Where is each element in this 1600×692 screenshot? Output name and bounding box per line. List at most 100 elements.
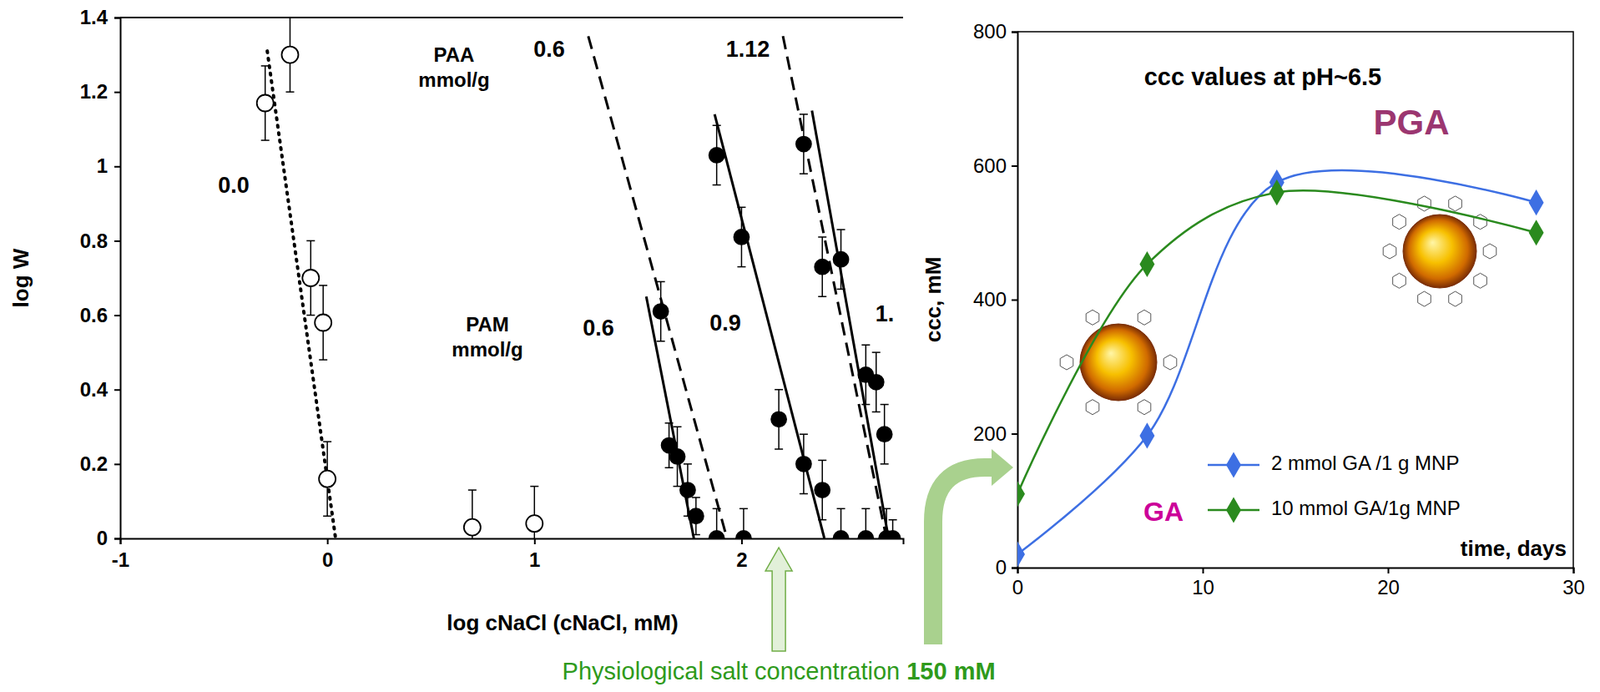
legend: 2 mmol GA /1 g MNP10 mmol GA/1g MNP (1207, 451, 1461, 523)
x-tick-mark (741, 538, 743, 545)
y-tick: 0 (995, 555, 1018, 579)
x-tick-label: 1 (529, 548, 541, 571)
data-point (771, 411, 787, 427)
data-point (1017, 540, 1025, 567)
x-tick-label: 30 (1562, 575, 1585, 599)
data-point (833, 530, 849, 539)
error-bar-cap (817, 459, 827, 462)
y-axis: 00.20.40.60.811.21.4 (80, 5, 122, 550)
error-bar-cap (888, 519, 898, 521)
error-bar-cap (861, 508, 870, 510)
reference-text: Physiological salt concentration (562, 657, 901, 685)
y-tick-label: 1.2 (80, 80, 108, 103)
line-label: 1.12 (726, 36, 771, 62)
error-bar-cap (656, 340, 666, 343)
group-label-line: PAA (434, 43, 475, 66)
error-bar-cap (880, 463, 889, 465)
y-tick-label: 600 (973, 154, 1007, 177)
y-tick-mark (114, 538, 121, 541)
y-tick-mark (114, 388, 121, 391)
left-chart: -101200.20.40.60.811.21.4log cNaCl (cNaC… (8, 5, 904, 636)
data-point (733, 229, 749, 245)
connector-arrow-head (991, 449, 1014, 486)
annotation: PGA (1372, 102, 1449, 142)
error-bar-cap (872, 411, 881, 414)
data-point (670, 449, 686, 465)
x-tick: 20 (1377, 567, 1400, 599)
error-bar-cap (323, 515, 332, 518)
x-tick-label: 2 (736, 548, 748, 571)
legend-label: 2 mmol GA /1 g MNP (1271, 451, 1459, 475)
y-tick-label: 800 (973, 20, 1007, 43)
x-tick-label: 0 (1012, 575, 1024, 599)
data-point (1529, 219, 1545, 246)
error-bar-cap (861, 403, 870, 406)
error-bar-cap (683, 463, 692, 465)
error-bar-cap (837, 288, 846, 291)
y-tick-mark (1011, 165, 1018, 167)
line-label: 0.0 (217, 172, 250, 198)
molecule-ring (1418, 196, 1432, 212)
nanoparticle (1403, 214, 1477, 288)
x-tick-mark (534, 538, 536, 545)
x-tick-label: 0 (322, 548, 334, 571)
y-tick-label: 0.4 (80, 378, 109, 401)
data-point (1017, 480, 1025, 507)
data-point (877, 426, 893, 442)
y-axis-title: ccc, mM (920, 257, 946, 344)
group-label-line: mmol/g (451, 338, 523, 361)
x-tick: 0 (1012, 567, 1024, 599)
error-bar-cap (318, 358, 328, 361)
line-label: 0.6 (533, 36, 566, 62)
error-bar-cap (318, 284, 328, 287)
data-point (709, 147, 725, 163)
molecule-ring (1059, 354, 1074, 370)
y-tick-label: 0.6 (80, 303, 108, 327)
molecule-ring (1418, 291, 1432, 307)
y-tick-mark (114, 17, 121, 20)
y-axis-line (1011, 32, 1019, 569)
y-tick-mark (114, 463, 121, 465)
x-tick: -1 (111, 538, 130, 571)
error-bar-cap (817, 236, 827, 238)
molecule-ring (1483, 243, 1497, 259)
data-point (281, 46, 298, 64)
series-line (1017, 190, 1537, 494)
fit-line (782, 35, 887, 539)
y-tick: 0.4 (80, 378, 121, 401)
x-axis: 0 10 20 30 (1012, 567, 1585, 599)
y-tick-mark (1011, 567, 1018, 570)
error-bar-cap (774, 448, 783, 450)
line-label: 1. (875, 301, 895, 327)
x-tick: 1 (529, 538, 541, 571)
data-point (1269, 179, 1285, 206)
error-bar-cap (712, 125, 722, 127)
right-chart: 01020300200400600800time, daysccc, mMccc… (920, 20, 1585, 599)
y-tick-label: 200 (973, 422, 1007, 445)
data-point (653, 303, 669, 319)
reference-label: Physiological salt concentration150 mM (562, 657, 996, 685)
data-point (858, 530, 874, 539)
error-bar-cap (712, 184, 722, 187)
y-tick-mark (1011, 31, 1018, 34)
x-tick: 2 (736, 538, 748, 571)
data-point (1139, 251, 1155, 278)
y-tick-label: 1.4 (80, 5, 109, 29)
error-bar-cap (468, 489, 477, 491)
x-axis-line (121, 539, 904, 546)
error-bar-cap (861, 343, 870, 346)
data-point (525, 514, 543, 532)
y-axis-line (114, 18, 122, 540)
annotation: GA (1143, 496, 1184, 527)
y-tick: 0.2 (80, 452, 121, 475)
data-point (318, 470, 336, 488)
error-bar-cap (799, 493, 808, 495)
error-bar-cap (656, 281, 666, 283)
x-tick-mark (327, 538, 329, 545)
molecule-ring (1448, 196, 1463, 212)
data-point (1139, 422, 1155, 449)
group-label: PAAmmol/g (418, 43, 490, 91)
x-tick: 10 (1191, 567, 1215, 599)
error-bar-cap (691, 534, 701, 536)
error-bar-cap (799, 172, 808, 175)
